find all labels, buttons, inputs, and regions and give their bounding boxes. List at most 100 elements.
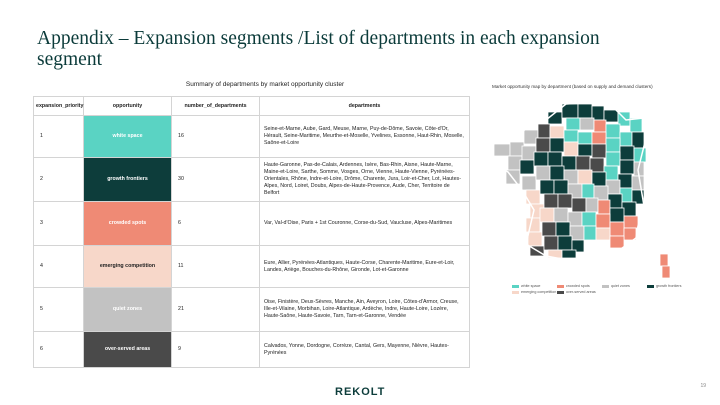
department-tile: [631, 189, 645, 205]
count-cell: 9: [171, 331, 260, 368]
department-tile: [605, 151, 621, 167]
department-tile: [661, 265, 671, 279]
table-row: 6 over-served areas 9 Calvados, Yonne, Dord…: [33, 331, 470, 368]
header-opportunity: opportunity: [83, 96, 172, 116]
legend-item: crowded spots: [557, 284, 602, 288]
department-tile: [527, 231, 543, 247]
table-caption: Summary of departments by market opportu…: [185, 81, 345, 88]
department-tile: [565, 117, 581, 131]
opportunity-cell: white space: [83, 115, 172, 158]
header-number-of-departments: number_of_departments: [171, 96, 260, 116]
department-tile: [577, 131, 593, 145]
department-tile: [557, 235, 573, 251]
department-tile: [539, 179, 555, 195]
priority-cell: 1: [33, 115, 84, 158]
department-tile: [575, 155, 591, 171]
priority-cell: 2: [33, 157, 84, 202]
count-cell: 30: [171, 157, 260, 202]
department-tile: [583, 225, 597, 241]
department-tile: [493, 143, 511, 157]
department-tile: [541, 221, 557, 237]
department-tile: [563, 141, 579, 157]
opportunity-cell: over-served areas: [83, 331, 172, 368]
table-row: 4 emerging competition 11 Eure, Allier, Pyr…: [33, 245, 470, 288]
department-tile: [557, 193, 573, 209]
department-tile: [631, 175, 645, 191]
count-cell: 11: [171, 245, 260, 288]
table-header-row: expansion_priority opportunity number_of…: [33, 96, 470, 116]
department-tile: [525, 217, 541, 233]
department-tile: [521, 175, 537, 191]
opportunity-cell: crowded spots: [83, 201, 172, 246]
departments-cell: Calvados, Yonne, Dordogne, Corrèze, Cant…: [259, 331, 470, 368]
department-tile: [571, 197, 587, 213]
department-tile: [525, 189, 541, 205]
department-tile: [543, 235, 559, 251]
departments-cell: Haute-Garonne, Pas-de-Calais, Ardennes, …: [259, 157, 470, 202]
department-tile: [595, 213, 611, 229]
france-department-map: [489, 101, 671, 279]
legend-swatch: [647, 284, 654, 288]
department-tile: [533, 151, 549, 167]
legend-swatch: [512, 290, 519, 294]
department-tile: [623, 215, 639, 229]
legend-label: quiet zones: [611, 284, 630, 288]
department-tile: [539, 207, 555, 223]
map-legend: white space crowded spots quiet zones growt…: [512, 284, 692, 294]
department-tile: [519, 159, 535, 175]
legend-label: emerging competition: [521, 290, 557, 294]
legend-item: over-served areas: [557, 290, 602, 294]
count-cell: 6: [171, 201, 260, 246]
table-row: 1 white space 16 Seine-et-Marne, Aube, Gard…: [33, 115, 470, 158]
department-tile: [577, 143, 593, 157]
table-row: 2 growth frontiers 30 Haute-Garonne, Pas-de…: [33, 157, 470, 202]
legend-swatch: [557, 284, 564, 288]
page-number: 19: [700, 383, 706, 389]
department-tile: [547, 111, 563, 125]
department-tile: [597, 199, 611, 215]
department-tile: [595, 227, 611, 241]
department-tile: [577, 103, 593, 119]
department-tile: [553, 179, 569, 195]
department-tile: [605, 137, 621, 153]
department-tile: [581, 183, 595, 199]
legend-label: white space: [521, 284, 541, 288]
legend-swatch: [512, 284, 519, 288]
legend-swatch: [602, 284, 609, 288]
legend-item: growth frontiers: [647, 284, 692, 288]
department-tile: [581, 211, 597, 227]
department-tile: [659, 253, 669, 267]
segments-table: expansion_priority opportunity number_of…: [33, 96, 470, 368]
department-tile: [605, 123, 621, 139]
department-tile: [609, 207, 625, 223]
departments-cell: Eure, Allier, Pyrénées-Atlantiques, Haut…: [259, 245, 470, 288]
department-tile: [543, 193, 559, 209]
priority-cell: 6: [33, 331, 84, 368]
legend-label: growth frontiers: [656, 284, 682, 288]
department-tile: [619, 145, 635, 161]
department-tile: [571, 239, 585, 253]
table-row: 5 quiet zones 21 Oise, Finistère, Deux-Sèvr…: [33, 287, 470, 332]
map-outline: [489, 101, 647, 263]
priority-cell: 5: [33, 287, 84, 332]
department-tile: [591, 143, 607, 159]
legend-label: crowded spots: [566, 284, 590, 288]
department-tile: [593, 119, 607, 133]
departments-cell: Var, Val-d'Oise, Paris + 1st Couronne, C…: [259, 201, 470, 246]
legend-item: quiet zones: [602, 284, 647, 288]
legend-label: over-served areas: [566, 290, 596, 294]
department-tile: [535, 137, 551, 153]
opportunity-cell: emerging competition: [83, 245, 172, 288]
department-tile: [609, 221, 625, 237]
department-tile: [547, 151, 563, 167]
department-tile: [623, 227, 637, 241]
rekolt-logo: REKOLT: [335, 386, 386, 398]
department-tile: [591, 131, 607, 145]
legend-item: white space: [512, 284, 557, 288]
legend-swatch: [557, 290, 564, 294]
department-tile: [619, 131, 633, 147]
department-tile: [537, 123, 551, 139]
header-departments: departments: [259, 96, 470, 116]
department-tile: [549, 125, 565, 139]
department-tile: [555, 221, 571, 237]
